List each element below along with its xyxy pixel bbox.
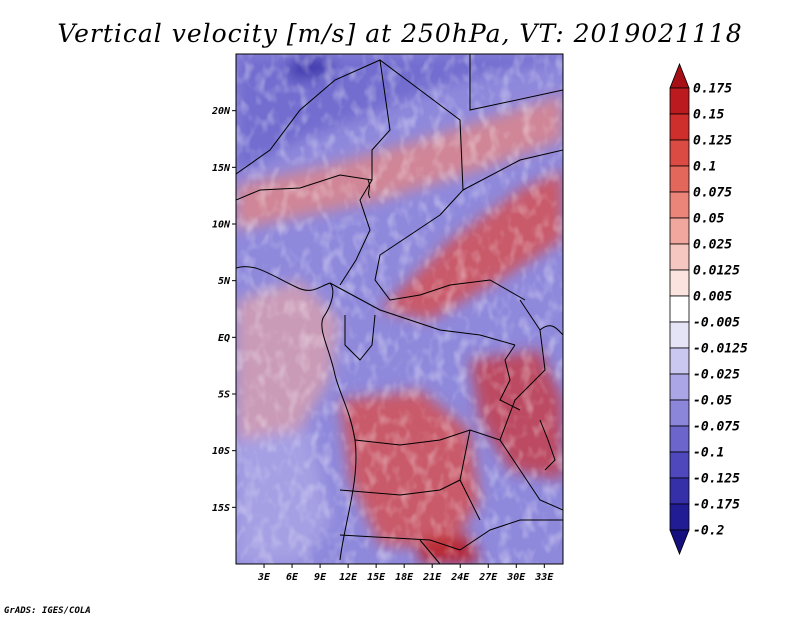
y-tick-label: 5S [218,390,230,401]
colorbar-swatch [669,217,690,245]
y-tick-label: 5N [218,276,231,287]
colorbar-label: -0.075 [693,420,740,435]
country-borders [236,54,563,564]
colorbar-swatch [669,451,690,479]
y-tick-label: 15S [212,503,230,514]
x-tick-label: 33E [534,572,554,583]
y-tick-label: EQ [218,333,230,344]
colorbar-label: -0.175 [693,498,740,513]
colorbar-label: -0.2 [693,524,724,539]
colorbar-swatch [669,347,690,375]
x-axis: 3E 6E 9E 12E 15E 18E 21E 24E 27E 30E 33E [257,564,554,583]
colorbar-label: 0.0125 [693,264,740,279]
y-tick-label: 20N [211,106,231,117]
chart-title: Vertical velocity [m/s] at 250hPa, VT: 2… [57,19,742,48]
colorbar-swatch [669,373,690,401]
x-tick-label: 6E [286,572,299,583]
colorbar-label: -0.05 [693,394,732,409]
y-tick-label: 10S [212,446,230,457]
colorbar-label: 0.05 [693,212,724,227]
colorbar-label: -0.005 [693,316,740,331]
x-tick-label: 30E [506,572,526,583]
colorbar-bottom-arrow [669,529,690,556]
colorbar-swatch [669,139,690,167]
y-tick-label: 15N [212,163,231,174]
colorbar-label: 0.125 [693,134,732,149]
colorbar-swatch [669,269,690,297]
colorbar-swatch [669,113,690,141]
colorbar-label: 0.15 [693,108,724,123]
colorbar-swatch [669,425,690,453]
colorbar-label: -0.025 [693,368,740,383]
colorbar-top-arrow [669,62,690,89]
x-tick-label: 21E [422,572,442,583]
x-tick-label: 15E [367,572,386,583]
x-tick-label: 18E [395,572,414,583]
x-tick-label: 24E [450,572,470,583]
grads-credit: GrADS: IGES/COLA [4,606,91,616]
colorbar-label: -0.1 [693,446,724,461]
colorbar-label: -0.0125 [693,342,748,357]
plot-frame [235,53,564,565]
colorbar-swatch [669,165,690,193]
colorbar-label: -0.125 [693,472,740,487]
y-tick-label: 10N [212,220,231,231]
x-tick-label: 3E [257,572,271,583]
colorbar: 0.175 0.15 0.125 0.1 0.075 0.05 0.025 0.0125 0.0… [669,62,748,556]
x-tick-label: 27E [478,572,498,583]
colorbar-swatch [669,243,690,271]
colorbar-label: 0.005 [693,290,732,305]
colorbar-label: 0.175 [693,82,732,97]
x-tick-label: 12E [339,572,358,583]
colorbar-label: 0.1 [693,160,716,175]
y-axis: 20N 15N 10N 5N EQ 5S 10S 15S [211,106,236,514]
colorbar-label: 0.025 [693,238,732,253]
field-texture [236,54,563,564]
colorbar-swatch [669,87,690,115]
colorbar-swatch [669,477,690,505]
colorbar-swatch [669,321,690,349]
map-area [236,54,563,564]
colorbar-swatch [669,295,690,323]
x-tick-label: 9E [314,572,327,583]
colorbar-swatch [669,399,690,427]
colorbar-label: 0.075 [693,186,732,201]
colorbar-swatch [669,191,690,219]
colorbar-swatch [669,503,690,531]
